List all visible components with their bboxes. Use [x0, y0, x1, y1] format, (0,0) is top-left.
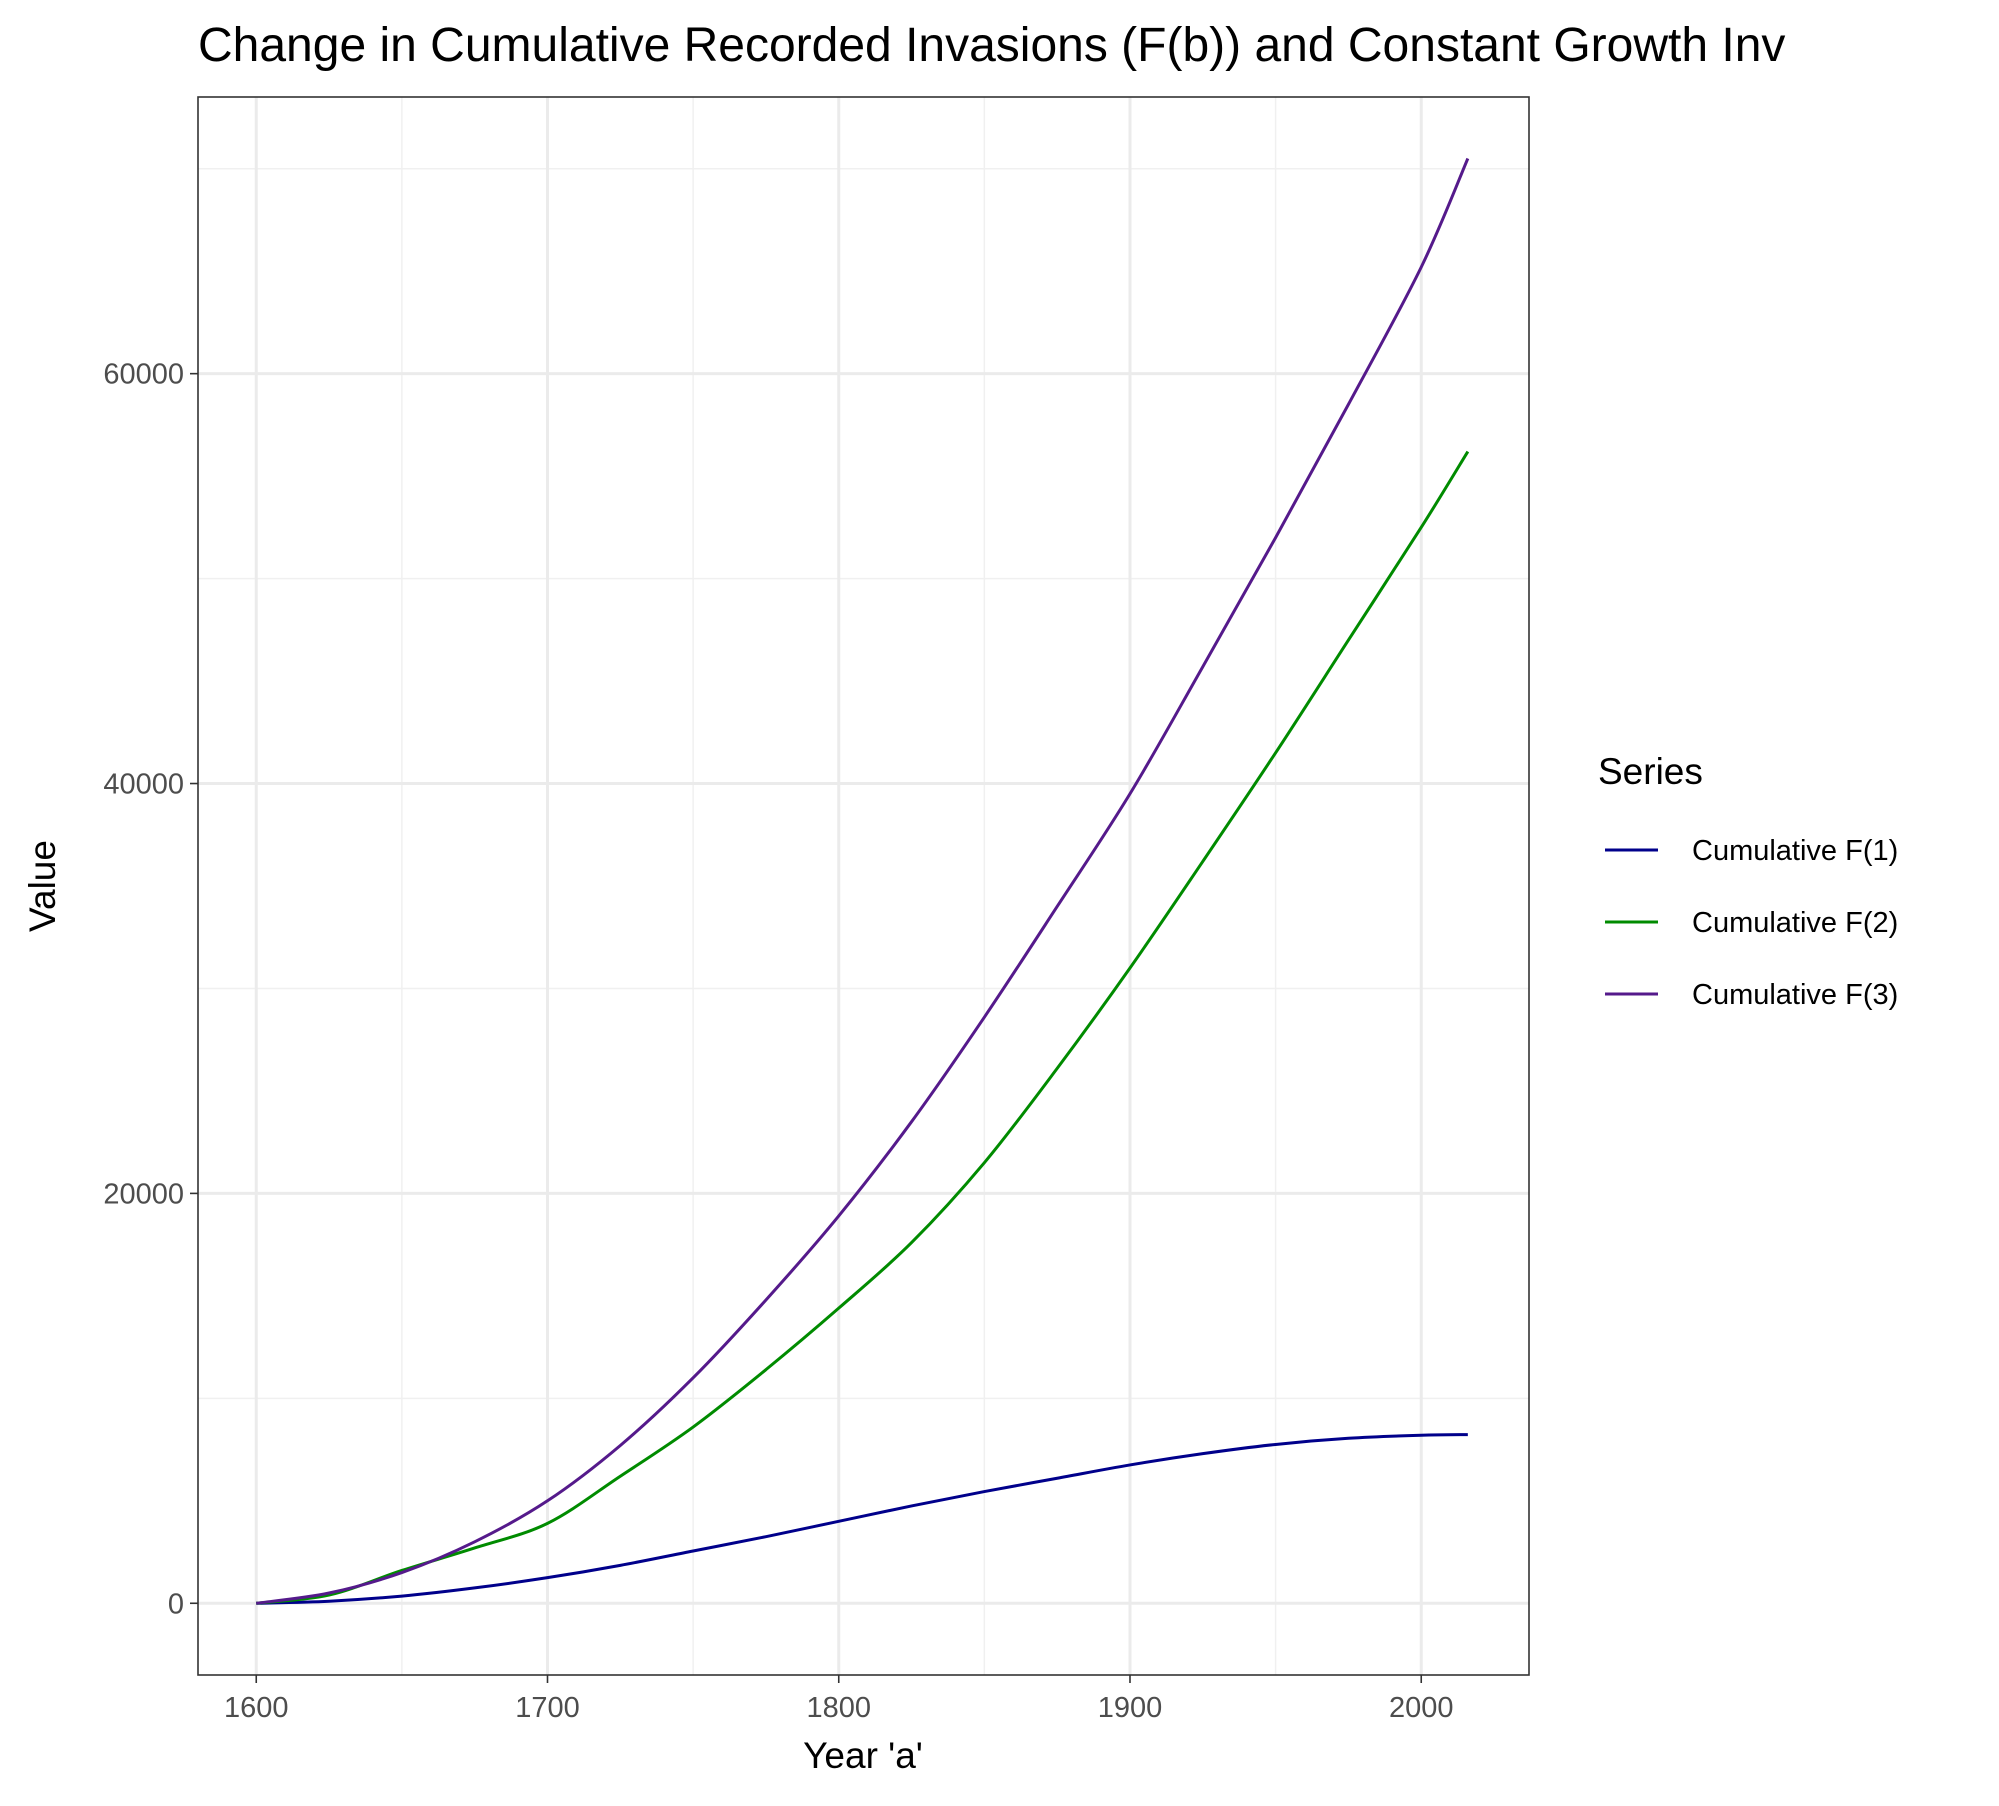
legend: Cumulative F(1) Cumulative F(2) Cumulative…: [1605, 835, 1898, 1011]
x-tick-label: 1600: [224, 1692, 289, 1724]
series-line-f1: [256, 1433, 1468, 1605]
y-axis-title: Value: [22, 840, 63, 932]
legend-label-f1: Cumulative F(1): [1692, 835, 1898, 867]
y-tick-label: 40000: [103, 769, 184, 801]
x-tick-label: 1700: [515, 1692, 580, 1724]
series-line-f2: [256, 450, 1470, 1605]
legend-label-f2: Cumulative F(2): [1692, 907, 1898, 939]
chart-title: Change in Cumulative Recorded Invasions …: [198, 19, 1786, 72]
y-tick-label: 20000: [103, 1178, 184, 1210]
x-tick-label: 2000: [1389, 1692, 1454, 1724]
series-line-f3: [256, 157, 1470, 1605]
legend-title: Series: [1598, 751, 1703, 792]
x-tick-label: 1900: [1098, 1692, 1163, 1724]
y-tick-label: 60000: [103, 359, 184, 391]
x-axis-title: Year 'a': [803, 1735, 923, 1776]
x-tick-label: 1800: [806, 1692, 871, 1724]
legend-label-f3: Cumulative F(3): [1692, 979, 1898, 1011]
y-tick-label: 0: [168, 1588, 184, 1620]
plot-panel-border: [197, 96, 1530, 1676]
